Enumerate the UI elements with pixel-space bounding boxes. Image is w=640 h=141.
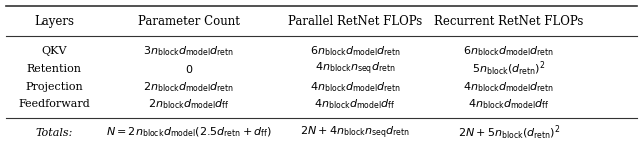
Text: $4n_{\mathrm{block}}n_{\mathrm{seq}}d_{\mathrm{retn}}$: $4n_{\mathrm{block}}n_{\mathrm{seq}}d_{\…	[315, 61, 396, 77]
Text: $N = 2n_{\mathrm{block}}d_{\mathrm{model}}(2.5d_{\mathrm{retn}} + d_{\mathrm{ff}: $N = 2n_{\mathrm{block}}d_{\mathrm{model…	[106, 126, 272, 139]
Text: $2N + 5n_{\mathrm{block}}(d_{\mathrm{retn}})^2$: $2N + 5n_{\mathrm{block}}(d_{\mathrm{ret…	[458, 123, 560, 141]
Text: $6n_{\mathrm{block}}d_{\mathrm{model}}d_{\mathrm{retn}}$: $6n_{\mathrm{block}}d_{\mathrm{model}}d_…	[463, 45, 554, 58]
Text: Projection: Projection	[26, 82, 83, 92]
Text: Layers: Layers	[35, 15, 74, 28]
Text: $2n_{\mathrm{block}}d_{\mathrm{model}}d_{\mathrm{retn}}$: $2n_{\mathrm{block}}d_{\mathrm{model}}d_…	[143, 80, 234, 94]
Text: $5n_{\mathrm{block}}(d_{\mathrm{retn}})^2$: $5n_{\mathrm{block}}(d_{\mathrm{retn}})^…	[472, 60, 545, 78]
Text: Retention: Retention	[27, 64, 82, 74]
Text: $2N + 4n_{\mathrm{block}}n_{\mathrm{seq}}d_{\mathrm{retn}}$: $2N + 4n_{\mathrm{block}}n_{\mathrm{seq}…	[300, 124, 410, 141]
Text: $2n_{\mathrm{block}}d_{\mathrm{model}}d_{\mathrm{ff}}$: $2n_{\mathrm{block}}d_{\mathrm{model}}d_…	[148, 97, 230, 111]
Text: QKV: QKV	[42, 47, 67, 56]
Text: Parameter Count: Parameter Count	[138, 15, 240, 28]
Text: $4n_{\mathrm{block}}d_{\mathrm{model}}d_{\mathrm{ff}}$: $4n_{\mathrm{block}}d_{\mathrm{model}}d_…	[314, 97, 396, 111]
Text: $4n_{\mathrm{block}}d_{\mathrm{model}}d_{\mathrm{retn}}$: $4n_{\mathrm{block}}d_{\mathrm{model}}d_…	[463, 80, 554, 94]
Text: Recurrent RetNet FLOPs: Recurrent RetNet FLOPs	[434, 15, 584, 28]
Text: $0$: $0$	[185, 63, 193, 75]
Text: Parallel RetNet FLOPs: Parallel RetNet FLOPs	[288, 15, 422, 28]
Text: $4n_{\mathrm{block}}d_{\mathrm{model}}d_{\mathrm{ff}}$: $4n_{\mathrm{block}}d_{\mathrm{model}}d_…	[468, 97, 550, 111]
Text: $4n_{\mathrm{block}}d_{\mathrm{model}}d_{\mathrm{retn}}$: $4n_{\mathrm{block}}d_{\mathrm{model}}d_…	[310, 80, 401, 94]
Text: Feedforward: Feedforward	[19, 99, 90, 109]
Text: $6n_{\mathrm{block}}d_{\mathrm{model}}d_{\mathrm{retn}}$: $6n_{\mathrm{block}}d_{\mathrm{model}}d_…	[310, 45, 401, 58]
Text: $3n_{\mathrm{block}}d_{\mathrm{model}}d_{\mathrm{retn}}$: $3n_{\mathrm{block}}d_{\mathrm{model}}d_…	[143, 45, 234, 58]
Text: Totals:: Totals:	[36, 128, 73, 137]
